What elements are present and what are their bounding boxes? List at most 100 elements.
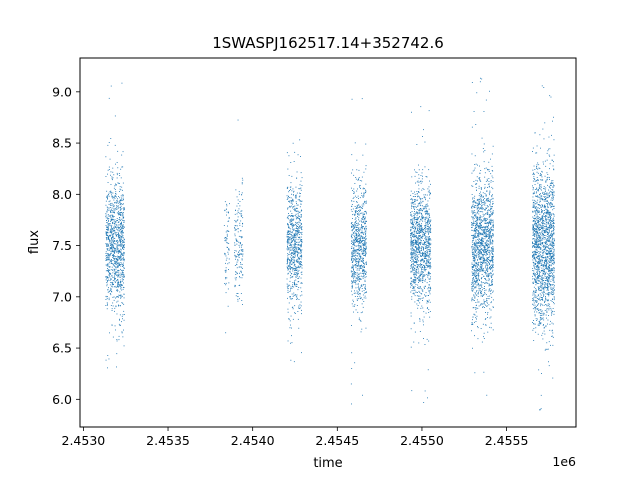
data-point bbox=[362, 212, 364, 214]
data-point bbox=[296, 234, 298, 236]
data-point bbox=[294, 312, 295, 314]
data-point bbox=[490, 322, 492, 324]
data-point bbox=[474, 296, 476, 298]
data-point bbox=[356, 269, 358, 271]
data-point bbox=[358, 178, 359, 180]
data-point bbox=[294, 249, 296, 250]
data-point bbox=[353, 224, 355, 226]
data-point bbox=[412, 254, 414, 256]
data-point bbox=[239, 253, 241, 255]
data-point bbox=[425, 292, 427, 294]
data-point bbox=[479, 193, 481, 195]
data-point bbox=[112, 257, 114, 258]
data-point bbox=[105, 225, 107, 226]
data-point bbox=[357, 261, 359, 262]
data-point bbox=[237, 240, 239, 242]
data-point bbox=[413, 287, 415, 289]
data-point bbox=[234, 233, 236, 235]
data-point bbox=[413, 234, 414, 236]
data-point bbox=[112, 281, 114, 283]
data-point bbox=[363, 195, 365, 197]
data-point bbox=[360, 249, 362, 250]
data-point bbox=[301, 256, 303, 258]
data-point bbox=[240, 270, 242, 272]
data-point bbox=[359, 185, 361, 186]
data-point bbox=[478, 250, 480, 252]
data-point bbox=[483, 161, 485, 163]
data-point bbox=[298, 258, 300, 260]
data-point bbox=[109, 254, 111, 256]
data-point bbox=[294, 284, 296, 286]
data-point bbox=[114, 223, 115, 224]
data-point bbox=[354, 296, 356, 297]
data-point bbox=[486, 235, 487, 237]
data-point bbox=[110, 218, 112, 220]
data-point bbox=[424, 225, 426, 227]
data-point bbox=[410, 260, 411, 261]
data-point bbox=[481, 137, 483, 139]
data-point bbox=[359, 266, 361, 268]
data-point bbox=[358, 245, 359, 247]
data-point bbox=[357, 283, 359, 285]
data-point bbox=[117, 247, 118, 249]
data-point bbox=[119, 229, 121, 231]
data-point bbox=[430, 228, 432, 230]
data-point bbox=[241, 210, 243, 212]
data-point bbox=[357, 272, 359, 274]
data-point bbox=[488, 192, 490, 194]
data-point bbox=[123, 209, 125, 210]
data-point bbox=[296, 216, 298, 218]
data-point bbox=[363, 297, 365, 299]
data-point bbox=[119, 200, 121, 202]
data-point bbox=[358, 264, 360, 266]
data-point bbox=[114, 275, 116, 277]
data-point bbox=[422, 274, 424, 276]
data-point bbox=[300, 282, 302, 284]
data-point bbox=[224, 252, 226, 254]
data-point bbox=[123, 207, 125, 208]
data-point bbox=[298, 215, 300, 217]
data-point bbox=[362, 311, 363, 313]
data-point bbox=[473, 238, 475, 239]
data-point bbox=[123, 268, 125, 269]
data-point bbox=[430, 276, 431, 278]
data-point bbox=[118, 335, 120, 337]
data-point bbox=[122, 212, 124, 213]
data-point bbox=[296, 177, 297, 179]
data-point bbox=[351, 247, 353, 249]
data-point bbox=[490, 208, 492, 209]
data-point bbox=[488, 240, 490, 242]
data-point bbox=[123, 249, 125, 250]
data-point bbox=[299, 192, 300, 194]
data-point bbox=[354, 264, 356, 266]
data-point bbox=[114, 230, 115, 232]
data-point bbox=[411, 222, 413, 223]
data-point bbox=[287, 223, 288, 225]
data-point bbox=[110, 248, 112, 250]
data-point bbox=[354, 210, 356, 212]
data-point bbox=[488, 278, 490, 280]
data-point bbox=[114, 202, 116, 203]
data-point bbox=[476, 284, 478, 286]
data-point bbox=[424, 220, 426, 222]
data-point bbox=[122, 266, 124, 267]
data-point bbox=[428, 251, 430, 252]
data-point bbox=[297, 255, 299, 257]
data-point bbox=[413, 287, 415, 289]
data-point bbox=[360, 260, 362, 262]
data-point bbox=[293, 251, 295, 253]
data-point bbox=[291, 276, 293, 278]
data-point bbox=[288, 237, 290, 239]
data-point bbox=[490, 234, 491, 236]
data-point bbox=[413, 293, 415, 295]
data-point bbox=[115, 243, 117, 245]
data-point bbox=[482, 257, 484, 259]
data-point bbox=[413, 234, 415, 235]
data-point bbox=[484, 319, 486, 320]
data-point bbox=[415, 223, 417, 225]
data-point bbox=[351, 154, 353, 156]
data-point bbox=[416, 243, 418, 245]
data-point bbox=[112, 246, 114, 248]
data-point bbox=[116, 205, 118, 206]
data-point bbox=[364, 255, 365, 256]
